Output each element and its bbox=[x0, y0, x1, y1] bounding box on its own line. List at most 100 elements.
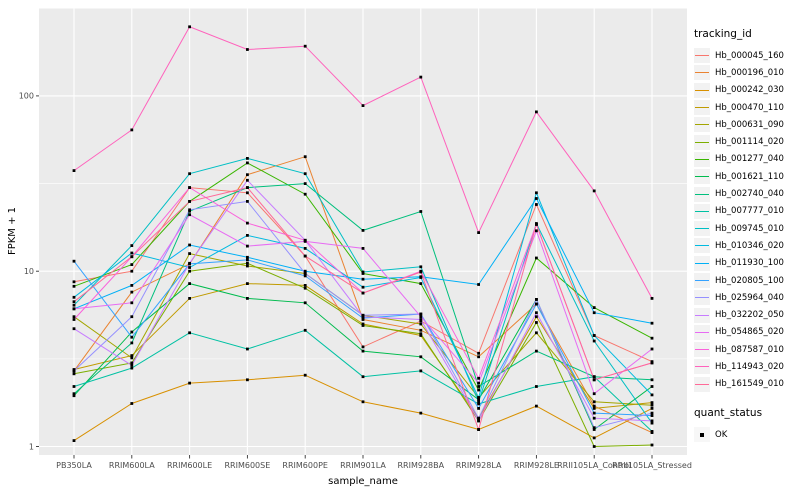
x-tick-label: RRIM928LA bbox=[456, 461, 502, 470]
legend-key-swatch bbox=[694, 203, 710, 219]
legend-item-label: Hb_032202_050 bbox=[715, 310, 784, 321]
legend-item-Hb_161549_010: Hb_161549_010 bbox=[694, 376, 800, 393]
legend-item-label: Hb_000631_090 bbox=[715, 119, 784, 130]
data-point bbox=[535, 311, 538, 315]
legend-line-swatch bbox=[695, 210, 709, 212]
legend-line-swatch bbox=[695, 55, 709, 57]
data-point bbox=[650, 361, 654, 365]
data-point bbox=[188, 331, 191, 335]
data-point bbox=[303, 274, 307, 278]
legend-key-swatch bbox=[694, 359, 710, 375]
legend-title-tracking-id: tracking_id bbox=[694, 28, 752, 40]
data-point bbox=[188, 213, 191, 217]
legend-line-swatch bbox=[695, 297, 709, 299]
data-point bbox=[592, 392, 596, 396]
data-point bbox=[303, 172, 307, 176]
data-point bbox=[535, 229, 538, 233]
legend-item-label: Hb_000196_010 bbox=[715, 67, 784, 78]
data-point bbox=[303, 247, 307, 250]
data-point bbox=[303, 269, 307, 273]
data-point bbox=[130, 402, 134, 405]
quant-status-label: OK bbox=[715, 429, 728, 440]
data-point bbox=[419, 411, 423, 415]
data-point bbox=[72, 392, 76, 396]
data-point bbox=[535, 203, 538, 206]
data-point bbox=[477, 385, 480, 388]
data-point bbox=[130, 263, 134, 266]
data-point bbox=[303, 254, 307, 258]
data-point bbox=[477, 396, 480, 399]
legend-key-swatch bbox=[694, 376, 710, 392]
x-tick-label: RRIM600PE bbox=[282, 461, 328, 470]
data-point bbox=[650, 414, 654, 417]
data-point bbox=[72, 295, 76, 299]
data-point bbox=[246, 221, 249, 225]
data-point bbox=[130, 361, 134, 365]
data-point bbox=[477, 231, 480, 234]
legend-item-label: Hb_000242_030 bbox=[715, 85, 784, 96]
data-point bbox=[361, 104, 365, 107]
data-point bbox=[246, 173, 249, 177]
data-point bbox=[592, 428, 596, 431]
data-point bbox=[361, 270, 365, 274]
legend-line-swatch bbox=[695, 366, 709, 368]
quant-key-swatch bbox=[694, 427, 710, 443]
legend-key-swatch bbox=[694, 151, 710, 167]
data-point bbox=[130, 284, 134, 287]
legend-item-Hb_087587_010: Hb_087587_010 bbox=[694, 341, 800, 358]
data-point bbox=[361, 247, 365, 250]
legend-item-Hb_009745_010: Hb_009745_010 bbox=[694, 220, 800, 237]
legend-item-Hb_020805_100: Hb_020805_100 bbox=[694, 272, 800, 289]
data-point bbox=[361, 229, 365, 232]
legend-item-label: Hb_025964_040 bbox=[715, 292, 784, 303]
line-chart: 1 10 100 PB350LA RRIM600LA RRIM600LE RRIM600SE… bbox=[7, 7, 692, 487]
y-axis-title: FPKM + 1 bbox=[7, 207, 18, 255]
legend-item-Hb_000631_090: Hb_000631_090 bbox=[694, 116, 800, 133]
data-point bbox=[361, 315, 365, 319]
x-tick-label: RRIM600LA bbox=[109, 461, 155, 470]
data-point bbox=[130, 128, 134, 132]
data-point bbox=[477, 402, 480, 406]
legend-line-swatch bbox=[695, 124, 709, 126]
data-point bbox=[188, 297, 191, 300]
legend-item-Hb_007777_010: Hb_007777_010 bbox=[694, 203, 800, 220]
legend-item-label: Hb_009745_010 bbox=[715, 223, 784, 234]
legend-key-swatch bbox=[694, 100, 710, 116]
legend-key-swatch bbox=[694, 117, 710, 133]
legend-line-swatch bbox=[695, 228, 709, 230]
data-point bbox=[361, 324, 365, 327]
data-point bbox=[130, 255, 134, 259]
legend-line-swatch bbox=[695, 176, 709, 178]
y-tick-label: 10 bbox=[24, 267, 34, 276]
data-point bbox=[188, 261, 191, 265]
data-point bbox=[303, 286, 307, 290]
data-point bbox=[592, 334, 596, 337]
data-point bbox=[130, 356, 134, 360]
data-point bbox=[535, 331, 538, 335]
y-tick-label: 100 bbox=[19, 92, 34, 101]
data-point bbox=[419, 355, 423, 359]
data-point bbox=[246, 347, 249, 351]
legend-item-label: Hb_001277_040 bbox=[715, 154, 784, 165]
legend-item-Hb_011930_100: Hb_011930_100 bbox=[694, 255, 800, 272]
data-point bbox=[246, 200, 249, 203]
data-point bbox=[361, 272, 365, 275]
x-tick-label: RRIM901LA bbox=[340, 461, 386, 470]
data-point bbox=[592, 404, 596, 408]
legend-item-Hb_002740_040: Hb_002740_040 bbox=[694, 185, 800, 202]
data-point bbox=[592, 311, 596, 315]
data-point bbox=[477, 416, 480, 420]
data-point bbox=[72, 394, 76, 398]
data-point bbox=[419, 318, 423, 321]
data-point bbox=[477, 381, 480, 385]
data-point bbox=[303, 182, 307, 185]
data-point bbox=[246, 261, 249, 265]
x-tick-label: PB350LA bbox=[56, 461, 92, 470]
quant-status-item: OK bbox=[694, 426, 800, 443]
data-point bbox=[130, 244, 134, 247]
data-point bbox=[361, 316, 365, 320]
legend-item-Hb_001114_020: Hb_001114_020 bbox=[694, 133, 800, 150]
legend-item-Hb_001277_040: Hb_001277_040 bbox=[694, 151, 800, 168]
legend-item-Hb_000470_110: Hb_000470_110 bbox=[694, 99, 800, 116]
legend-item-label: Hb_001621_110 bbox=[715, 171, 784, 182]
